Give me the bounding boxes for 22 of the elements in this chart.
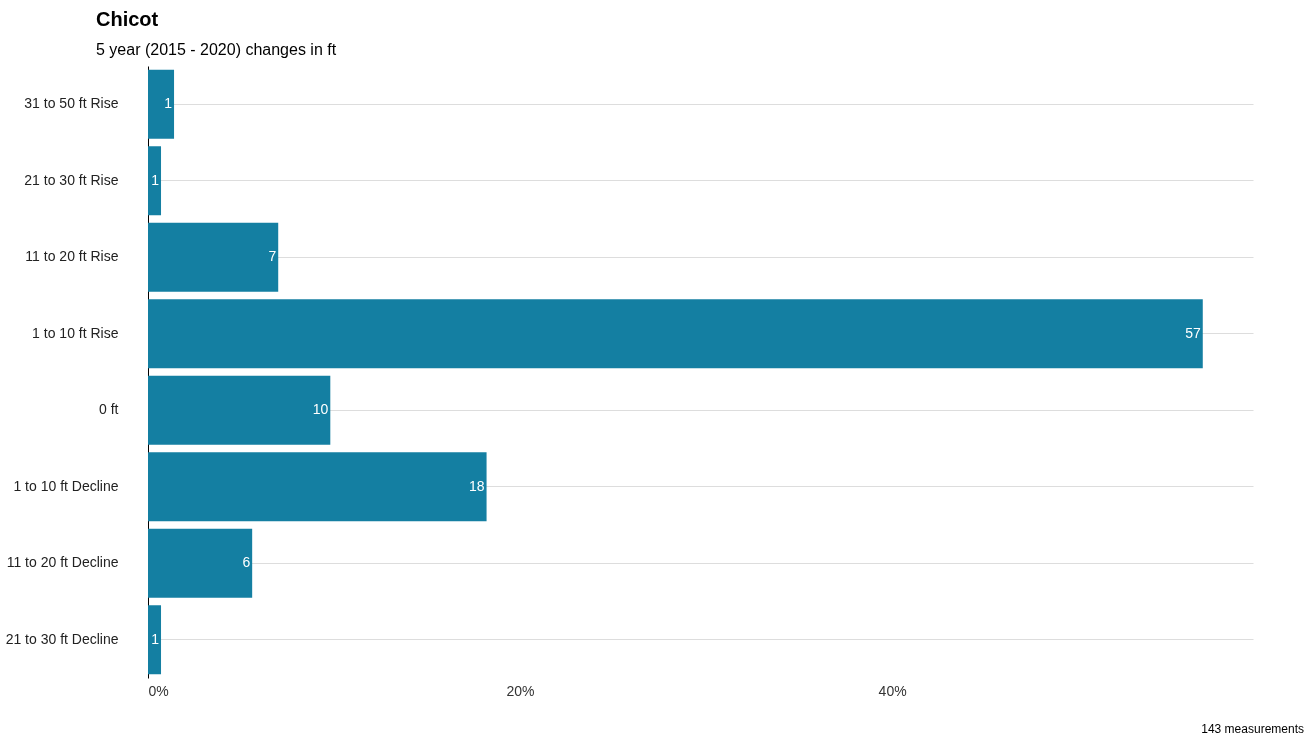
x-tick-label: 40% — [878, 682, 907, 699]
y-tick-label: 21 to 30 ft Rise — [24, 171, 119, 188]
data-label: 6 — [242, 554, 251, 571]
text: 5 year (2015 - 2020) changes in ft — [96, 41, 337, 58]
x-tick-label: 0% — [148, 682, 169, 699]
y-tick-label: 31 to 50 ft Rise — [24, 95, 119, 112]
chart-title: Chicot — [96, 8, 159, 30]
y-tick-label: 11 to 20 ft Decline — [6, 554, 119, 571]
y-tick-label: 1 to 10 ft Rise — [32, 324, 119, 341]
data-label: 1 — [151, 630, 160, 647]
y-tick-label: 11 to 20 ft Rise — [25, 248, 119, 265]
data-label: 7 — [268, 248, 277, 265]
y-tick-label: 21 to 30 ft Decline — [5, 630, 119, 647]
data-label: 1 — [151, 171, 160, 188]
data-label: 18 — [468, 477, 485, 494]
data-label: 57 — [1185, 324, 1201, 341]
x-tick-label: 20% — [506, 682, 535, 699]
data-label: 10 — [312, 401, 329, 418]
y-tick-label: 0 ft — [99, 401, 119, 418]
data-label: 1 — [164, 95, 173, 112]
text: 143 measurements — [1201, 722, 1304, 736]
y-tick-label: 1 to 10 ft Decline — [13, 477, 119, 494]
